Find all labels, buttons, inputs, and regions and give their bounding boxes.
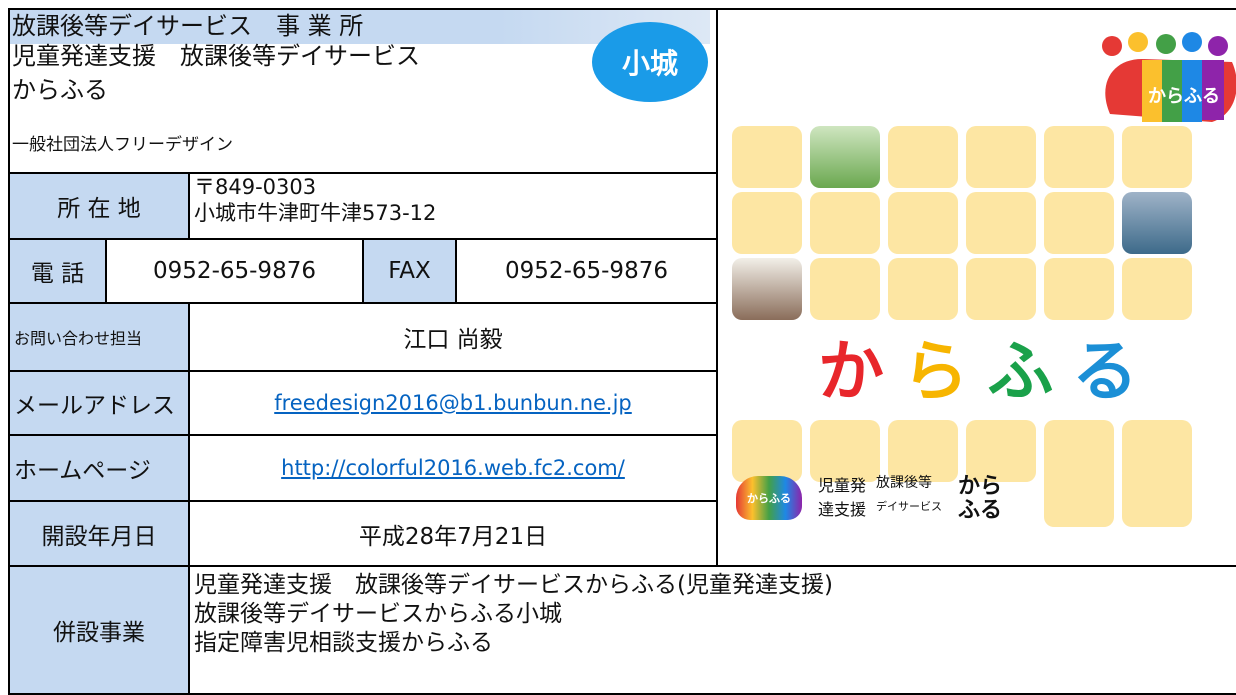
- tile: [888, 192, 958, 254]
- logo-stripe: [1142, 60, 1162, 122]
- logo-face: [1182, 32, 1202, 52]
- service-text: 児童発: [818, 476, 867, 495]
- tile: [1044, 258, 1114, 320]
- big-logo-char: る: [1071, 333, 1138, 410]
- big-logo: か ら ふ る: [818, 332, 1138, 412]
- photo-tile: [1122, 192, 1192, 254]
- tile: [966, 420, 1036, 482]
- badge: 小城: [592, 22, 708, 102]
- address-cell: 〒849-0303 小城市牛津町牛津573-12: [188, 172, 718, 240]
- header-line: 放課後等デイサービス 事 業 所: [12, 12, 364, 40]
- service-text: デイサービス: [876, 500, 942, 513]
- email-link[interactable]: freedesign2016@b1.bunbun.ne.jp: [274, 391, 632, 415]
- organization: 一般社団法人フリーデザイン: [12, 135, 233, 155]
- logo-face: [1156, 34, 1176, 54]
- affiliated-line: 児童発達支援 放課後等デイサービスからふる(児童発達支援): [194, 572, 833, 598]
- email-cell: freedesign2016@b1.bunbun.ne.jp: [188, 370, 718, 436]
- photo-tile: [732, 258, 802, 320]
- logo-stripe: [1182, 60, 1202, 122]
- photo-tile: [810, 126, 880, 188]
- tile: [810, 192, 880, 254]
- affiliated-cell: 児童発達支援 放課後等デイサービスからふる(児童発達支援) 放課後等デイサービス…: [188, 565, 1236, 695]
- logo-panel: からふる か ら ふ る からふる 児童発 達支援 放課後等 デイサービス から…: [716, 8, 1236, 567]
- tile: [810, 258, 880, 320]
- address-line: 小城市牛津町牛津573-12: [194, 201, 437, 225]
- address-line: 〒849-0303: [194, 175, 317, 199]
- tile: [1044, 465, 1114, 527]
- big-logo-char: ふ: [987, 333, 1054, 410]
- tile: [888, 420, 958, 482]
- header-box: 放課後等デイサービス 事 業 所 児童発達支援 放課後等デイサービス からふる …: [8, 8, 718, 174]
- header-line: 児童発達支援 放課後等デイサービス: [12, 42, 420, 70]
- logo-face: [1102, 36, 1122, 56]
- tile: [1122, 465, 1192, 527]
- logo-face: [1128, 32, 1148, 52]
- label-cell: ホームページ: [8, 434, 190, 502]
- affiliated-line: 指定障害児相談支援からふる: [194, 630, 493, 656]
- homepage-cell: http://colorful2016.web.fc2.com/: [188, 434, 718, 502]
- tile: [732, 192, 802, 254]
- established-cell: 平成28年7月21日: [188, 500, 718, 567]
- tile: [966, 126, 1036, 188]
- logo-stripe: [1162, 60, 1182, 122]
- top-logo: からふる: [1102, 32, 1236, 122]
- tile: [966, 192, 1036, 254]
- tile: [966, 258, 1036, 320]
- tile: [888, 258, 958, 320]
- tile: [888, 126, 958, 188]
- logo-face: [1208, 36, 1228, 56]
- label-cell: FAX: [362, 238, 457, 304]
- tile: [1122, 126, 1192, 188]
- tile: [732, 126, 802, 188]
- tile: [1044, 192, 1114, 254]
- big-logo-char: ら: [902, 333, 969, 410]
- label-cell: 電 話: [8, 238, 107, 304]
- service-text: 達支援: [818, 500, 867, 519]
- tile: [810, 420, 880, 482]
- big-logo-char: か: [818, 333, 884, 410]
- tile: [1044, 126, 1114, 188]
- fax-cell: 0952-65-9876: [455, 238, 718, 304]
- logo-text: からふる: [1148, 86, 1220, 107]
- header-band: [10, 10, 710, 44]
- phone-cell: 0952-65-9876: [105, 238, 364, 304]
- contact-cell: 江口 尚毅: [188, 302, 718, 372]
- tile: [732, 420, 802, 482]
- small-mark: からふる: [736, 476, 802, 520]
- label-cell: お問い合わせ担当: [8, 302, 190, 372]
- label-cell: 開設年月日: [8, 500, 190, 567]
- label-cell: 所 在 地: [8, 172, 190, 240]
- header-line: からふる: [12, 76, 108, 104]
- service-text: 放課後等: [876, 475, 932, 491]
- label-cell: メールアドレス: [8, 370, 190, 436]
- tile: [1122, 258, 1192, 320]
- homepage-link[interactable]: http://colorful2016.web.fc2.com/: [281, 456, 625, 480]
- affiliated-line: 放課後等デイサービスからふる小城: [194, 601, 562, 627]
- label-cell: 併設事業: [8, 565, 190, 695]
- name-text: ふる: [958, 498, 1003, 523]
- name-text: から: [958, 474, 1003, 499]
- logo-stripe: [1202, 60, 1224, 120]
